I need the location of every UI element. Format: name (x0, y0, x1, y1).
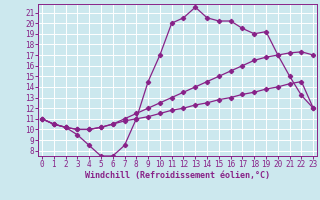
X-axis label: Windchill (Refroidissement éolien,°C): Windchill (Refroidissement éolien,°C) (85, 171, 270, 180)
